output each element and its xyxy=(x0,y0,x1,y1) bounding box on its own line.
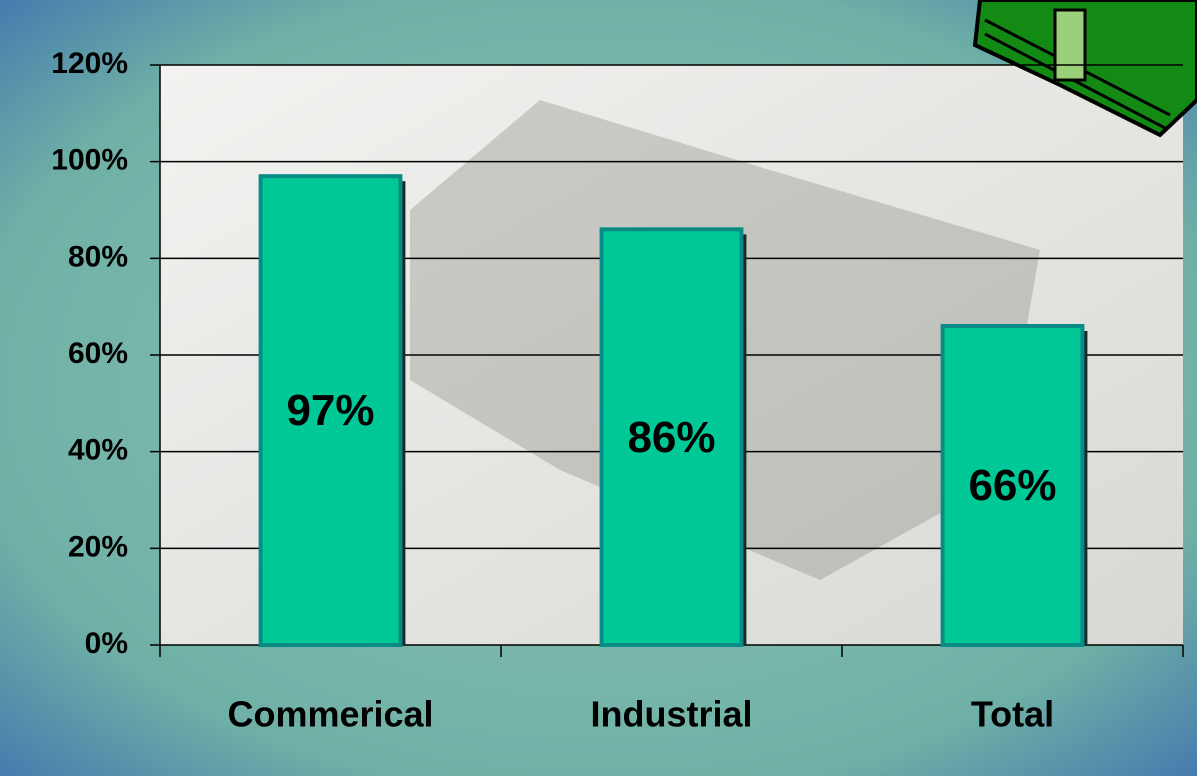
y-tick-label: 120% xyxy=(51,47,128,80)
bar xyxy=(940,324,1085,647)
value-label: 97% xyxy=(286,386,374,435)
y-tick-label: 100% xyxy=(51,144,128,177)
value-label: 66% xyxy=(968,461,1056,510)
x-tick-label: Industrial xyxy=(590,694,752,735)
x-tick-label: Total xyxy=(971,694,1054,735)
x-tick-label: Commerical xyxy=(227,694,433,735)
money-icon xyxy=(972,0,1197,138)
y-tick-label: 60% xyxy=(68,337,128,370)
y-tick-label: 0% xyxy=(85,627,128,660)
y-tick-label: 40% xyxy=(68,434,128,467)
value-label: 86% xyxy=(627,413,715,462)
y-tick-label: 20% xyxy=(68,530,128,563)
bar xyxy=(258,174,403,648)
bar xyxy=(599,227,744,647)
y-tick-label: 80% xyxy=(68,240,128,273)
